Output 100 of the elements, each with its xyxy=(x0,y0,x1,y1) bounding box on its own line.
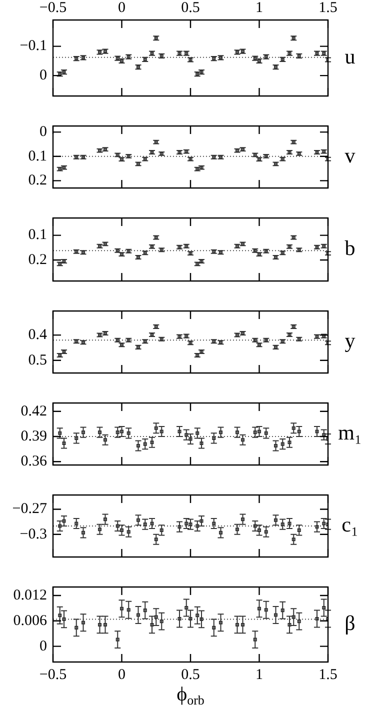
y-tick-label: 0.1 xyxy=(28,227,47,244)
point xyxy=(297,337,301,341)
y-axis-title: b xyxy=(344,236,356,260)
point xyxy=(188,617,192,621)
point xyxy=(126,530,130,534)
point xyxy=(240,518,245,522)
point xyxy=(81,430,86,434)
point xyxy=(178,525,182,529)
point xyxy=(297,430,301,434)
point xyxy=(200,441,204,445)
point xyxy=(120,528,124,532)
point xyxy=(154,538,158,542)
x-tick-label: 1 xyxy=(256,666,263,683)
point xyxy=(184,433,188,437)
point xyxy=(143,442,147,446)
point xyxy=(154,140,158,144)
point xyxy=(257,430,262,434)
point xyxy=(264,249,268,253)
point xyxy=(200,617,204,621)
point xyxy=(235,622,240,626)
point xyxy=(218,530,223,534)
point xyxy=(264,338,268,342)
point xyxy=(196,262,200,266)
point xyxy=(288,440,292,444)
y-tick-label: 0.2 xyxy=(28,252,47,268)
x2-tick-label: 0.5 xyxy=(181,0,200,16)
point xyxy=(184,334,188,338)
y-axis-title: v xyxy=(344,144,356,168)
point xyxy=(184,606,188,610)
point xyxy=(154,426,158,430)
point xyxy=(322,522,326,526)
point xyxy=(58,614,62,618)
point xyxy=(288,622,292,626)
point xyxy=(212,155,216,159)
point xyxy=(74,155,78,159)
point xyxy=(178,430,182,434)
point xyxy=(184,244,188,248)
point xyxy=(196,524,200,528)
point xyxy=(62,441,66,445)
point xyxy=(297,248,301,252)
point xyxy=(116,524,120,528)
point xyxy=(62,617,66,621)
point xyxy=(240,438,245,442)
point xyxy=(297,528,301,532)
point xyxy=(274,613,278,617)
point xyxy=(143,608,147,612)
point xyxy=(58,167,62,171)
point xyxy=(160,620,164,624)
point xyxy=(280,608,284,612)
point xyxy=(58,262,62,266)
point xyxy=(136,444,140,448)
point xyxy=(143,157,147,161)
point xyxy=(292,538,296,542)
point xyxy=(292,324,296,328)
y-axis-title: m₁ xyxy=(338,420,362,445)
point xyxy=(126,608,130,612)
point xyxy=(126,431,130,435)
point xyxy=(74,436,78,440)
y-tick-label: 0.1 xyxy=(28,148,47,164)
point xyxy=(74,522,78,526)
point xyxy=(196,167,200,171)
point xyxy=(212,436,216,440)
point xyxy=(322,244,326,248)
point xyxy=(188,437,192,441)
point xyxy=(150,622,154,626)
point xyxy=(196,614,200,618)
point xyxy=(235,430,240,434)
y-tick-label: −0.27 xyxy=(12,501,48,518)
y-tick-label: 0.5 xyxy=(28,352,47,368)
point xyxy=(315,525,319,529)
point xyxy=(212,626,216,630)
point xyxy=(188,522,192,526)
y-tick-label: 0 xyxy=(40,638,47,654)
y-tick-label: −0.3 xyxy=(20,526,47,542)
point xyxy=(154,324,158,328)
point xyxy=(253,430,257,434)
point xyxy=(280,251,284,255)
point xyxy=(240,622,245,626)
point xyxy=(253,524,257,528)
point xyxy=(120,606,124,610)
point xyxy=(154,236,158,240)
point xyxy=(143,522,147,526)
point xyxy=(178,617,182,621)
point xyxy=(280,522,284,526)
point xyxy=(184,150,188,154)
point xyxy=(98,622,102,626)
y-tick-label: 0.42 xyxy=(20,403,47,420)
x-tick-label: −0.5 xyxy=(39,666,67,683)
point xyxy=(160,430,164,434)
point xyxy=(212,250,216,254)
point xyxy=(264,431,268,435)
x2-tick-label: −0.5 xyxy=(39,0,67,16)
point xyxy=(150,440,154,444)
point xyxy=(315,617,319,621)
point xyxy=(196,431,200,435)
y-tick-label: 0.012 xyxy=(13,587,47,604)
point xyxy=(292,426,296,430)
point xyxy=(136,613,140,617)
point xyxy=(74,250,78,254)
y-tick-label: −0.1 xyxy=(20,38,47,54)
